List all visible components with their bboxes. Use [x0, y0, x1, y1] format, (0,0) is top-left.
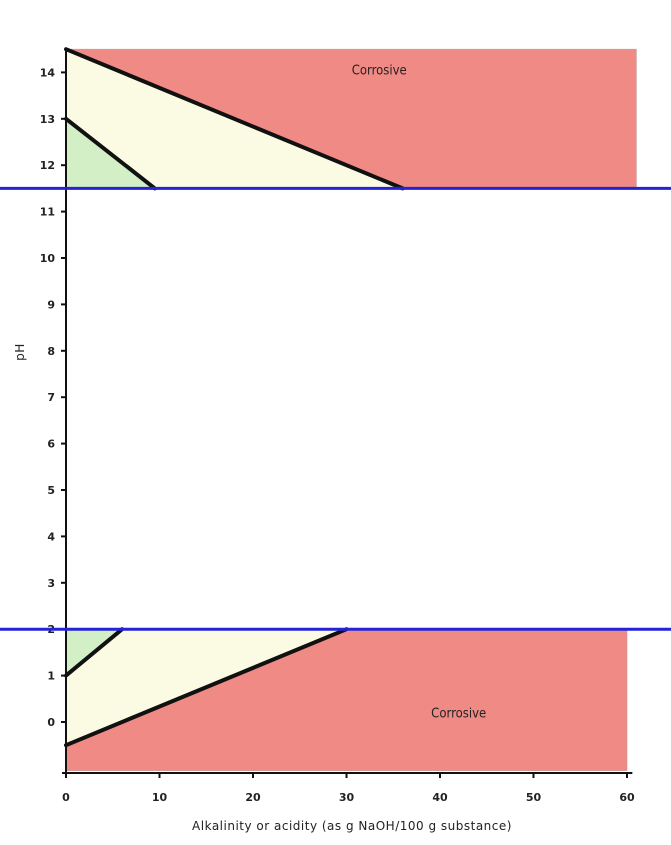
region-label-0: Corrosive	[352, 64, 407, 79]
y-tick-label-9: 9	[47, 298, 55, 311]
x-axis-title: Alkalinity or acidity (as g NaOH/100 g s…	[192, 819, 512, 833]
y-tick-label-3: 3	[47, 577, 55, 590]
ticks-layer: 012345678910111213140102030405060	[40, 66, 635, 804]
x-tick-label-0: 0	[62, 791, 70, 804]
x-tick-label-50: 50	[526, 791, 542, 804]
middle-white-band	[62, 188, 653, 630]
annotations-layer: Corrosive Corrosive	[352, 64, 487, 722]
y-tick-label-0: 0	[47, 716, 55, 729]
x-tick-label-40: 40	[432, 791, 448, 804]
y-tick-label-7: 7	[47, 391, 55, 404]
region-label-1: Corrosive	[431, 706, 486, 721]
y-tick-label-1: 1	[47, 670, 55, 683]
y-tick-label-4: 4	[47, 530, 55, 543]
y-tick-label-11: 11	[40, 206, 55, 219]
x-tick-label-30: 30	[339, 791, 355, 804]
x-tick-label-20: 20	[245, 791, 261, 804]
y-tick-label-10: 10	[40, 252, 56, 265]
x-tick-label-10: 10	[152, 791, 168, 804]
y-tick-label-12: 12	[40, 159, 55, 172]
y-tick-label-14: 14	[40, 66, 56, 79]
y-tick-label-13: 13	[40, 113, 55, 126]
y-axis-title: pH	[13, 343, 27, 361]
boundary-line-0	[64, 47, 405, 191]
y-tick-label-5: 5	[47, 484, 55, 497]
boundary-line-3	[64, 627, 349, 748]
y-tick-label-6: 6	[47, 438, 55, 451]
y-tick-label-8: 8	[47, 345, 55, 358]
boundary-lines-layer	[64, 47, 405, 748]
threshold-lines-layer	[0, 186, 671, 631]
boundary-line-1	[64, 116, 157, 191]
boundary-line-2	[64, 627, 125, 678]
x-tick-label-60: 60	[619, 791, 635, 804]
